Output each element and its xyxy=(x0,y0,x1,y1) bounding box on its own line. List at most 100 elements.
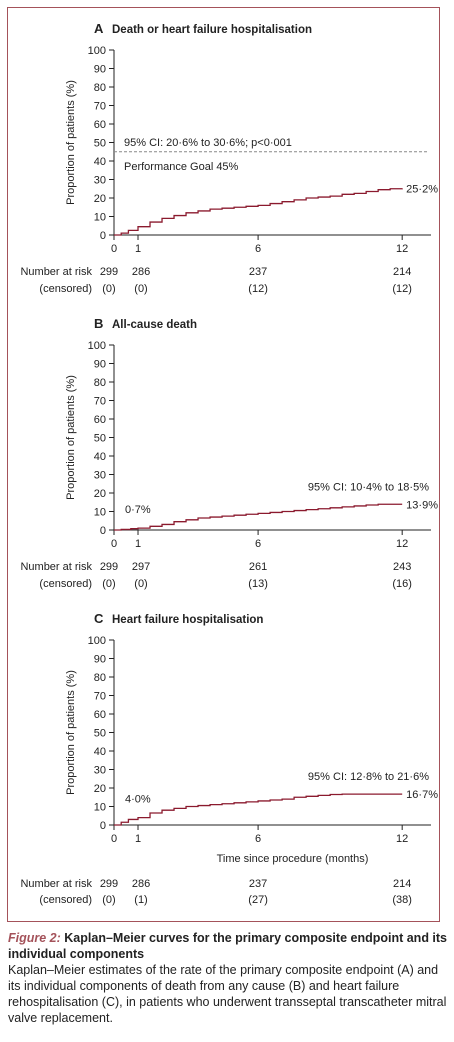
panel-b-censored-value: (0) xyxy=(102,578,115,590)
panel-a-risk-value: 237 xyxy=(249,266,267,278)
panel-b-ci-label: 95% CI: 10·4% to 18·5% xyxy=(308,481,429,493)
panel-b-xtick-label: 1 xyxy=(135,538,141,550)
panel-b-ytick-label: 100 xyxy=(88,340,106,352)
panel-c-early-label: 4·0% xyxy=(125,794,151,806)
panel-b-early-label: 0·7% xyxy=(125,504,151,516)
panel-b-km-curve xyxy=(114,503,403,531)
panel-b-ytick-label: 30 xyxy=(94,470,106,482)
panel-a-title: Death or heart failure hospitalisation xyxy=(112,24,312,36)
panel-b-ytick-label: 50 xyxy=(94,433,106,445)
panel-c-censored-value: (0) xyxy=(102,894,115,906)
panel-c-xtick-label: 1 xyxy=(135,833,141,845)
panel-b-censored-value: (0) xyxy=(134,578,147,590)
figure-caption: Figure 2: Kaplan–Meier curves for the pr… xyxy=(8,930,448,1026)
figure-body: Kaplan–Meier estimates of the rate of th… xyxy=(8,963,447,1025)
panel-c-km-curve xyxy=(114,793,403,826)
panel-b-risk-value: 297 xyxy=(132,561,150,573)
panel-c-ytick-label: 20 xyxy=(94,783,106,795)
panel-c-risk-header: Number at risk xyxy=(20,878,92,890)
panel-b-risk-value: 243 xyxy=(393,561,411,573)
figure-title: Kaplan–Meier curves for the primary comp… xyxy=(8,931,448,961)
panel-b-ytick-label: 20 xyxy=(94,488,106,500)
panel-a-xtick-label: 1 xyxy=(135,243,141,255)
panel-c-title: Heart failure hospitalisation xyxy=(112,614,263,626)
panel-b-risk-header: Number at risk xyxy=(20,561,92,573)
panel-c-ytick-label: 30 xyxy=(94,765,106,777)
panel-a-km-curve xyxy=(114,188,403,236)
panel-c-ci-label: 95% CI: 12·8% to 21·6% xyxy=(308,771,429,783)
panel-a-ytick-label: 30 xyxy=(94,175,106,187)
panel-c-censored-value: (1) xyxy=(134,894,147,906)
panel-c-risk-value: 237 xyxy=(249,878,267,890)
panel-c-xlabel: Time since procedure (months) xyxy=(217,853,369,865)
panel-b-xtick-label: 12 xyxy=(396,538,408,550)
panel-c-risk-value: 299 xyxy=(100,878,118,890)
panel-a-risk-value: 214 xyxy=(393,266,411,278)
panel-a-ytick-label: 100 xyxy=(88,45,106,57)
panel-a-ytick-label: 70 xyxy=(94,101,106,113)
panel-a-risk-value: 299 xyxy=(100,266,118,278)
panel-b-risk-value: 261 xyxy=(249,561,267,573)
panel-c-censored-header: (censored) xyxy=(39,894,92,906)
panel-c-end-label: 16·7% xyxy=(406,789,438,801)
panel-c-ytick-label: 70 xyxy=(94,691,106,703)
panel-c-ytick-label: 0 xyxy=(100,820,106,832)
panel-a-ylabel: Proportion of patients (%) xyxy=(65,80,77,205)
panel-a-ytick-label: 80 xyxy=(94,82,106,94)
panel-c-ytick-label: 90 xyxy=(94,654,106,666)
panel-b-end-label: 13·9% xyxy=(406,499,438,511)
panel-a-ytick-label: 10 xyxy=(94,212,106,224)
panel-a-xtick-label: 0 xyxy=(111,243,117,255)
panel-b-censored-value: (16) xyxy=(392,578,412,590)
panel-b-ytick-label: 0 xyxy=(100,525,106,537)
panel-a-ytick-label: 50 xyxy=(94,138,106,150)
panel-c-xtick-label: 0 xyxy=(111,833,117,845)
panel-c-censored-value: (27) xyxy=(248,894,268,906)
panel-a-risk-header: Number at risk xyxy=(20,266,92,278)
km-figure: A Death or heart failure hospitalisation P… xyxy=(20,21,438,906)
panel-a-xtick-label: 6 xyxy=(255,243,261,255)
panel-c-xtick-label: 6 xyxy=(255,833,261,845)
panel-c-letter: C xyxy=(94,611,104,626)
panel-a-ytick-label: 90 xyxy=(94,64,106,76)
panel-a-ytick-label: 0 xyxy=(100,230,106,242)
panel-c-censored-value: (38) xyxy=(392,894,412,906)
panel-c-xtick-label: 12 xyxy=(396,833,408,845)
panel-a-ytick-label: 40 xyxy=(94,156,106,168)
panel-a-censored-header: (censored) xyxy=(39,283,92,295)
panel-c-ytick-label: 100 xyxy=(88,635,106,647)
panel-c-ytick-label: 10 xyxy=(94,802,106,814)
panel-b-censored-header: (censored) xyxy=(39,578,92,590)
panel-a-risk-value: 286 xyxy=(132,266,150,278)
panel-b-xtick-label: 6 xyxy=(255,538,261,550)
panel-b-risk-value: 299 xyxy=(100,561,118,573)
panel-a-ytick-label: 20 xyxy=(94,193,106,205)
panel-a-goal-label: Performance Goal 45% xyxy=(124,161,239,173)
panel-c-ytick-label: 50 xyxy=(94,728,106,740)
panel-b-ytick-label: 80 xyxy=(94,377,106,389)
panel-a-xtick-label: 12 xyxy=(396,243,408,255)
panel-c-ylabel: Proportion of patients (%) xyxy=(65,670,77,795)
panel-a-censored-value: (0) xyxy=(102,283,115,295)
panel-a-ci-label: 95% CI: 20·6% to 30·6%; p<0·001 xyxy=(124,137,292,149)
panel-b-ylabel: Proportion of patients (%) xyxy=(65,375,77,500)
panel-a-censored-value: (12) xyxy=(248,283,268,295)
panel-a-censored-value: (12) xyxy=(392,283,412,295)
panel-b-ytick-label: 10 xyxy=(94,507,106,519)
panel-c-ytick-label: 40 xyxy=(94,746,106,758)
panel-b-ytick-label: 40 xyxy=(94,451,106,463)
figure-label: Figure 2: xyxy=(8,931,61,945)
panel-c-risk-value: 214 xyxy=(393,878,411,890)
panel-a-letter: A xyxy=(94,21,104,36)
panel-c-risk-value: 286 xyxy=(132,878,150,890)
panel-a-ytick-label: 60 xyxy=(94,119,106,131)
panel-b-letter: B xyxy=(94,316,103,331)
panel-a-censored-value: (0) xyxy=(134,283,147,295)
panel-c-ytick-label: 80 xyxy=(94,672,106,684)
panel-b-ytick-label: 90 xyxy=(94,359,106,371)
panel-b-censored-value: (13) xyxy=(248,578,268,590)
panel-b-ytick-label: 70 xyxy=(94,396,106,408)
panel-b-title: All-cause death xyxy=(112,319,197,331)
figure-frame xyxy=(7,7,440,922)
panel-b-ytick-label: 60 xyxy=(94,414,106,426)
